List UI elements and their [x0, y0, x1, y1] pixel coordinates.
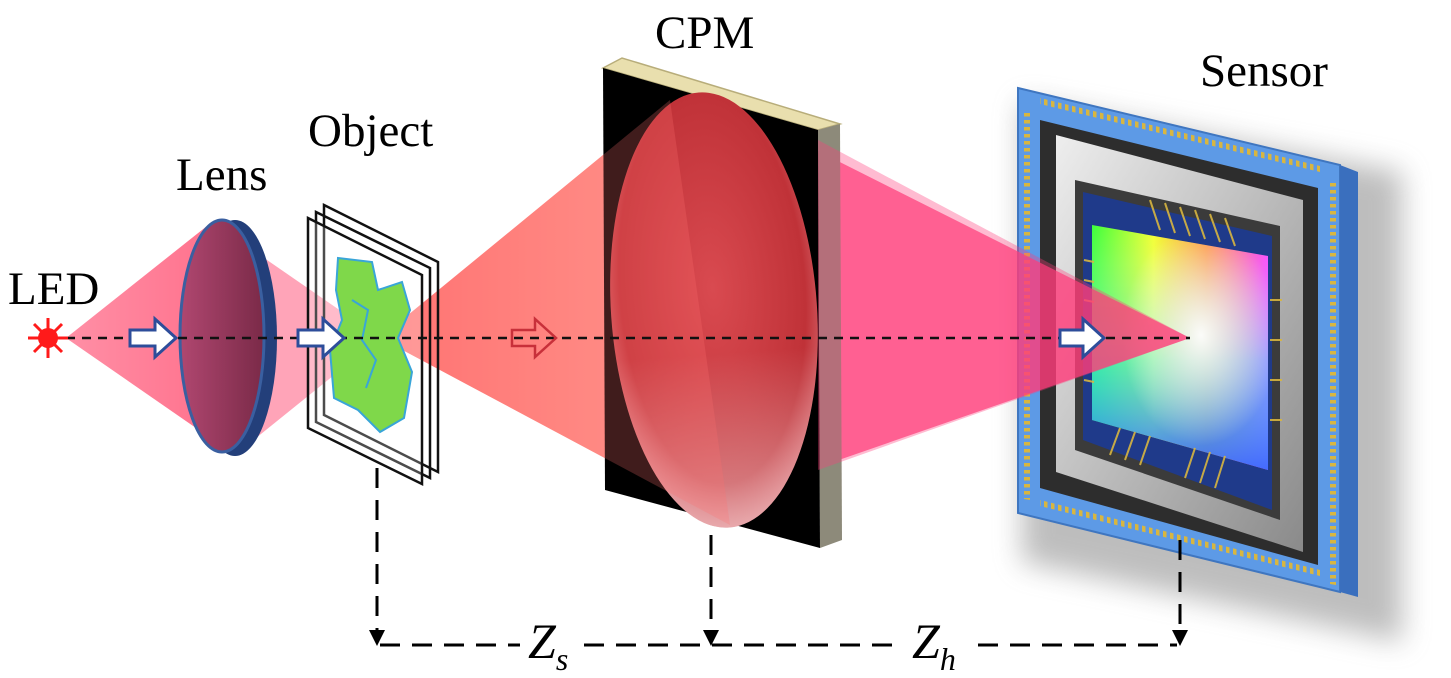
- arrow-icon: [510, 316, 558, 360]
- lens-label: Lens: [176, 149, 268, 201]
- distance-arrowheads: [369, 630, 1188, 646]
- arrow-icon: [296, 315, 347, 361]
- sensor-label: Sensor: [1200, 45, 1328, 97]
- zs-main: Z: [528, 613, 556, 669]
- zh-subscript: h: [939, 641, 956, 677]
- led-label: LED: [8, 263, 100, 315]
- zh-main: Z: [912, 613, 940, 669]
- arrow-icon: [128, 315, 179, 361]
- zs-subscript: s: [555, 641, 569, 677]
- cpm-plate: [380, 57, 843, 548]
- cpm-label: CPM: [655, 7, 755, 59]
- object-planes: [306, 202, 440, 487]
- image-sensor: [1017, 86, 1402, 642]
- zh-distance-label: Zh: [912, 612, 956, 678]
- distance-markers: [375, 468, 1182, 647]
- light-beam-front: [818, 140, 1190, 470]
- arrow-icon: [1058, 315, 1107, 361]
- zs-distance-label: Zs: [528, 612, 568, 678]
- object-sample: [328, 256, 414, 434]
- object-label: Object: [308, 105, 434, 157]
- led-source-icon: [28, 318, 68, 358]
